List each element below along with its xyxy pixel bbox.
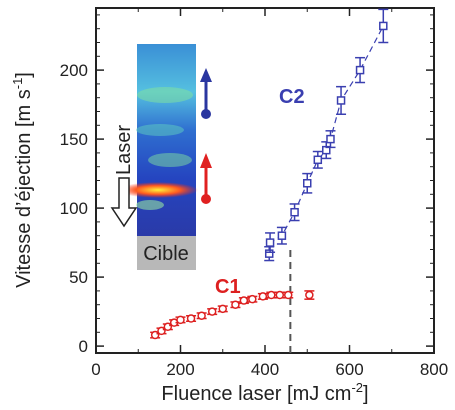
data-point [355,65,365,75]
data-point [239,296,249,305]
axes: 0 200 400 600 800 0 50 100 150 200 [60,8,448,379]
series-c2 [264,8,389,262]
series-c1 [150,290,315,340]
blue-dot-icon [201,109,211,119]
data-point [265,238,275,247]
inset-band [136,124,184,136]
laser-arrow-icon [110,177,138,228]
inset-hotspot [118,182,198,198]
data-point [248,294,257,304]
data-point [264,249,274,258]
data-point [267,290,276,300]
series-label-c2: C2 [279,86,305,108]
data-point [176,315,185,325]
data-point [283,290,293,300]
blue-arrowhead-icon [200,68,212,82]
data-point [336,96,346,105]
y-tick-label: 200 [60,61,88,80]
data-point [275,290,285,300]
y-tick-label: 50 [69,268,88,287]
y-axis-title: Vitesse d’éjection [m s-1] [10,72,35,288]
inset-laser-label: Laser [113,125,135,175]
inset-band [148,153,192,167]
x-tick-label: 400 [251,360,279,379]
x-tick-label: 200 [166,360,194,379]
x-tick-label: 0 [91,360,100,379]
red-dot-icon [201,194,211,204]
y-tick-label: 100 [60,199,88,218]
data-point [231,300,240,309]
data-point [303,179,312,188]
inset-band [137,87,193,103]
x-tick-label: 600 [335,360,363,379]
data-point [218,304,227,314]
series-label-c1: C1 [215,276,241,298]
data-point [258,292,268,301]
data-point [313,155,323,165]
data-point [290,207,299,217]
y-tick-label: 150 [60,130,88,149]
y-tick-label: 0 [79,337,88,356]
x-axis-title: Fluence laser [mJ cm-2] [161,380,368,405]
data-point [197,311,206,320]
data-point [186,314,196,323]
x-tick-label: 800 [420,360,448,379]
data-point [305,290,314,300]
inset-band [136,200,164,210]
inset-image: Cible Laser [110,44,212,270]
data-point [326,134,335,144]
data-point [207,307,217,316]
data-point [379,21,388,31]
red-arrowhead-icon [200,153,212,168]
inset-target-label: Cible [143,243,189,265]
inset-target [137,236,196,270]
data-point [277,231,287,240]
